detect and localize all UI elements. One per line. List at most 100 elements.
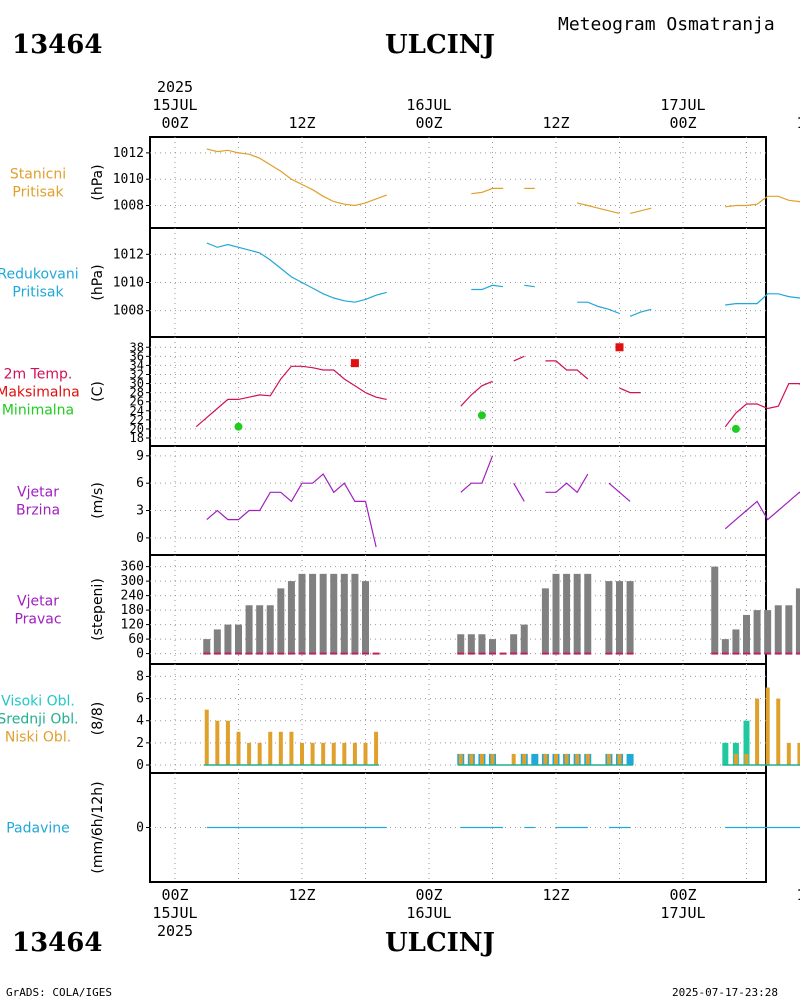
series-line-redukovani-pritisak [725, 293, 800, 306]
y-axis-unit: (stepeni) [90, 578, 106, 641]
series-line-2m-temp- [545, 360, 589, 380]
cloud-bar-niski-obl- [617, 753, 622, 765]
time-label-bottom: 00Z [415, 886, 442, 904]
plot-frame [149, 136, 767, 883]
y-tick-label: 9 [136, 449, 144, 464]
panel-label: Niski Obl. [5, 730, 71, 746]
cloud-bar-niski-obl- [289, 731, 294, 765]
cloud-bar-niski-obl- [511, 753, 516, 765]
time-label-top: 12Z [288, 114, 315, 132]
wind-dir-bar [732, 629, 740, 654]
wind-dir-bar [277, 588, 285, 654]
panel-p6 [146, 663, 800, 773]
series-line-redukovani-pritisak [206, 242, 387, 303]
wind-dir-bar [584, 573, 592, 654]
day-label-top: 17JUL [660, 96, 705, 114]
day-label-top: 16JUL [406, 96, 451, 114]
cloud-bar-srednji-obl- [531, 753, 539, 765]
cloud-bar-visoki-obl- [722, 742, 729, 765]
min-temp-marker [731, 424, 740, 433]
time-label-bottom: 12Z [288, 886, 315, 904]
meteogram-subtitle: Meteogram Osmatranja [558, 14, 775, 35]
cloud-bar-niski-obl- [490, 753, 495, 765]
y-axis-unit: (mm/6h/12h) [90, 781, 106, 873]
y-tick-label: 8 [136, 669, 144, 684]
wind-dir-bar [552, 573, 560, 654]
wind-dir-bar [478, 634, 486, 654]
series-line-stanicni-pritisak [725, 195, 800, 208]
series-line-2m-temp- [513, 355, 525, 362]
wind-dir-bar [362, 581, 369, 654]
y-tick-label: 60 [128, 632, 144, 647]
panel-label: Pritisak [12, 285, 64, 301]
y-axis-unit: (8/8) [90, 702, 106, 735]
wind-dir-bar [309, 573, 317, 654]
panel-label: Vjetar [17, 594, 59, 610]
cloud-bar-visoki-obl- [743, 720, 750, 765]
wind-dir-bar [457, 634, 465, 654]
series-line-2m-temp- [724, 383, 800, 428]
cloud-bar-niski-obl- [479, 753, 484, 765]
time-label-top: 00Z [161, 114, 188, 132]
y-axis-unit: (C) [90, 381, 106, 402]
cloud-bar-niski-obl- [247, 742, 252, 765]
cloud-bar-niski-obl- [786, 742, 791, 765]
series-line-redukovani-pritisak [577, 301, 620, 315]
wind-dir-bar [764, 610, 772, 654]
wind-dir-bar [330, 573, 338, 654]
series-line-2m-temp- [195, 365, 387, 428]
wind-dir-bar [319, 573, 327, 654]
cloud-bar-niski-obl- [522, 753, 527, 765]
wind-dir-bar [224, 624, 232, 654]
time-label-top: 00Z [415, 114, 442, 132]
series-line-stanicni-pritisak [206, 148, 387, 207]
series-line-vjetar-brzina [206, 473, 377, 548]
wind-dir-bar [785, 605, 793, 654]
y-tick-label: 120 [121, 618, 144, 633]
wind-dir-bar [605, 581, 613, 654]
y-tick-label: 1008 [113, 199, 144, 214]
day-label-bottom: 17JUL [660, 904, 705, 922]
cloud-bar-niski-obl- [215, 720, 220, 765]
cloud-bar-niski-obl- [606, 753, 611, 765]
y-tick-label: 1010 [113, 276, 144, 291]
station-id: 13464 [12, 30, 103, 60]
cloud-bar-niski-obl- [321, 742, 326, 765]
cloud-bar-niski-obl- [310, 742, 315, 765]
cloud-bar-srednji-obl- [626, 753, 634, 765]
cloud-bar-niski-obl- [564, 753, 569, 765]
wind-dir-bar [287, 581, 295, 654]
y-tick-label: 0 [136, 531, 144, 546]
y-tick-label: 1010 [113, 172, 144, 187]
wind-dir-bar [245, 605, 253, 654]
wind-dir-bar [563, 573, 571, 654]
cloud-bar-niski-obl- [342, 742, 347, 765]
y-tick-label: 36 [130, 349, 144, 363]
wind-dir-bar [795, 588, 800, 654]
footer-timestamp: 2025-07-17-23:28 [672, 986, 778, 999]
min-temp-marker [477, 411, 486, 420]
cloud-bar-niski-obl- [733, 753, 738, 765]
day-label-bottom: 15JUL [152, 904, 197, 922]
panel-label: Pritisak [12, 185, 64, 201]
y-tick-label: 18 [130, 431, 144, 445]
wind-dir-bar [203, 639, 211, 654]
panel-label: Brzina [16, 503, 60, 519]
series-line-stanicni-pritisak [471, 187, 504, 195]
y-tick-label: 30 [130, 377, 144, 391]
panel-label: Pravac [14, 612, 61, 628]
year-label-bottom: 2025 [157, 922, 193, 940]
station-name-bottom: ULCINJ [385, 928, 495, 958]
cloud-bar-niski-obl- [776, 698, 781, 765]
panel-p5 [146, 554, 800, 664]
panel-label: Srednji Obl. [0, 712, 79, 728]
wind-dir-bar [721, 639, 729, 654]
y-tick-label: 6 [136, 692, 144, 707]
cloud-bar-niski-obl- [554, 753, 558, 765]
wind-dir-bar [256, 605, 264, 654]
cloud-bar-niski-obl- [797, 742, 800, 765]
cloud-bar-niski-obl- [236, 731, 241, 765]
cloud-bar-niski-obl- [257, 742, 262, 765]
series-line-redukovani-pritisak [471, 284, 504, 291]
wind-dir-bar [743, 614, 750, 654]
